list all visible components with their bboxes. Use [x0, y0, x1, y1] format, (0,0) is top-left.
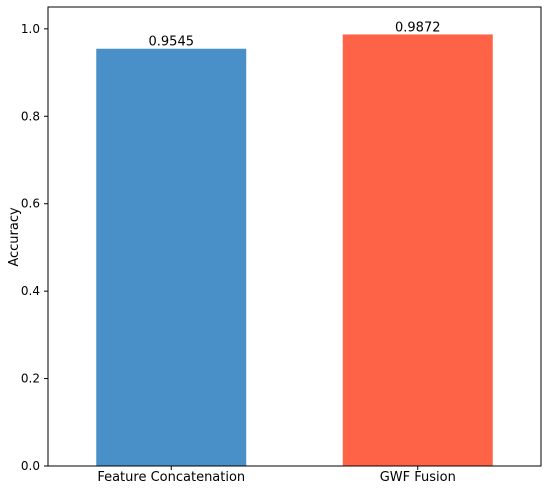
y-axis-title: Accuracy — [7, 207, 22, 267]
bar-value-label: 0.9545 — [149, 35, 195, 50]
y-tick-label: 0.2 — [21, 372, 40, 386]
y-tick-label: 1.0 — [21, 22, 40, 36]
y-axis-ticks: 0.0 0.2 0.4 0.6 0.8 1.0 — [21, 22, 48, 473]
x-tick-label: Feature Concatenation — [97, 470, 245, 485]
y-tick-label: 0.0 — [21, 459, 40, 473]
x-axis-ticks: Feature Concatenation GWF Fusion — [97, 466, 456, 485]
y-tick-label: 0.8 — [21, 109, 40, 123]
bar — [342, 34, 493, 466]
bar-value-label: 0.9872 — [395, 20, 441, 35]
y-tick-label: 0.6 — [21, 197, 40, 211]
x-tick-label: GWF Fusion — [380, 470, 456, 485]
bars: 0.9545 0.9872 — [96, 20, 493, 467]
bar — [96, 48, 247, 467]
plot-frame — [47, 6, 542, 467]
y-tick-label: 0.4 — [21, 284, 40, 298]
